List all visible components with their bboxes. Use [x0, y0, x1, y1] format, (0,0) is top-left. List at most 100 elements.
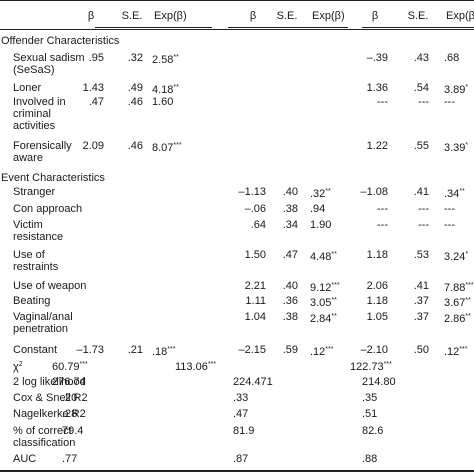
- row-3-exp-1: 1.60: [152, 96, 173, 108]
- header-beta-1: β: [87, 10, 95, 22]
- row-2-se-3: .54: [413, 82, 429, 94]
- row-4-significance-1: ***: [173, 142, 182, 149]
- row-2-exp-value-1: 4.18: [152, 84, 174, 96]
- row-4-exp-3: 3.39*: [444, 140, 468, 154]
- row-8-exp-2: 4.48**: [310, 249, 337, 263]
- row-1-beta-1: .95: [88, 52, 104, 64]
- row-11-beta-3: 1.05: [366, 311, 388, 323]
- cox-snell-3: .35: [362, 392, 378, 404]
- row-9-significance-2: ***: [331, 282, 340, 289]
- row-11-significance-3: **: [465, 313, 471, 320]
- row-7-exp-2: 1.90: [310, 219, 331, 231]
- row-2-exp-3: 3.89*: [444, 82, 468, 96]
- row-5-significance-2: **: [325, 188, 331, 195]
- row-7-beta-2: .64: [250, 219, 266, 231]
- header-exp-2: Exp(β): [312, 10, 345, 22]
- row-11-significance-2: **: [331, 313, 337, 320]
- header-se-2: S.E.: [276, 10, 298, 22]
- row-4-beta-3: 1.22: [366, 140, 388, 152]
- chi-square-label: χ2: [13, 361, 23, 373]
- row-10-exp-value-2: 3.05: [310, 297, 332, 309]
- section-event: Event Characteristics: [1, 172, 105, 184]
- row-12-significance-2: ***: [325, 346, 334, 353]
- row-6-exp-2: .94: [310, 203, 325, 215]
- row-label-1: Sexual sadism (SeSaS): [13, 52, 85, 76]
- nagelkerke-1: .28: [62, 408, 78, 420]
- row-5-beta-3: –1.08: [360, 186, 388, 198]
- row-6-exp-value-3: ---: [444, 203, 455, 215]
- cox-snell-2: .33: [233, 392, 249, 404]
- row-12-exp-2: .12***: [310, 344, 333, 358]
- row-4-exp-value-1: 8.07: [152, 142, 174, 154]
- row-7-beta-3: ---: [377, 219, 388, 231]
- top-rule: [0, 0, 474, 1]
- row-label-5: Stranger: [13, 186, 56, 198]
- model-2-header-underline: [228, 27, 348, 28]
- row-3-beta-1: .47: [88, 96, 104, 108]
- header-se-1: S.E.: [121, 10, 143, 22]
- row-1-significance-1: **: [173, 54, 179, 61]
- row-11-se-2: .38: [282, 311, 298, 323]
- correct-classification-3: 82.6: [362, 425, 384, 437]
- header-se-3: S.E.: [407, 10, 429, 22]
- row-7-exp-value-2: 1.90: [310, 219, 332, 231]
- row-1-exp-1: 2.58**: [152, 52, 179, 66]
- row-10-se-3: .37: [413, 295, 429, 307]
- correct-classification-label: % of correct classification: [13, 425, 76, 449]
- row-5-exp-2: .32**: [310, 186, 331, 200]
- row-label-9: Use of weapon: [13, 280, 87, 292]
- row-5-exp-3: .34**: [444, 186, 465, 200]
- correct-classification-1: 79.4: [62, 425, 84, 437]
- log-likelihood-1: 276.74: [52, 376, 86, 388]
- row-label-6: Con approach: [13, 203, 83, 215]
- header-exp-1: Exp(β): [154, 10, 187, 22]
- row-5-exp-value-2: .32: [310, 188, 326, 200]
- row-12-exp-value-2: .12: [310, 346, 326, 358]
- section-offender: Offender Characteristics: [1, 35, 120, 47]
- row-7-se-3: ---: [418, 219, 429, 231]
- row-6-exp-3: ---: [444, 203, 455, 215]
- row-3-exp-value-3: ---: [444, 96, 455, 108]
- row-label-4: Forensically aware: [13, 140, 72, 164]
- row-8-exp-value-3: 3.24: [444, 251, 466, 263]
- row-12-significance-3: ***: [459, 346, 468, 353]
- row-5-exp-value-3: .34: [444, 188, 460, 200]
- row-8-se-2: .47: [282, 249, 298, 261]
- row-6-beta-3: ---: [377, 203, 388, 215]
- row-3-se-3: ---: [418, 96, 429, 108]
- row-6-se-2: .38: [282, 203, 298, 215]
- row-4-exp-value-3: 3.39: [444, 142, 466, 154]
- row-4-beta-1: 2.09: [82, 140, 104, 152]
- auc-3: .88: [362, 453, 378, 465]
- chi-square-2: 113.06***: [175, 361, 217, 373]
- row-label-7: Victim resistance: [13, 219, 64, 243]
- row-10-beta-2: 1.11: [245, 295, 266, 307]
- row-1-exp-3: .68: [444, 52, 459, 64]
- row-label-3: Involved in criminal activities: [13, 96, 66, 132]
- row-11-exp-value-2: 2.84: [310, 313, 332, 325]
- row-11-se-3: .37: [413, 311, 429, 323]
- row-12-significance-1: ***: [167, 346, 176, 353]
- row-4-significance-3: *: [465, 142, 469, 149]
- header-exp-3: Exp(β): [446, 10, 474, 22]
- row-1-se-3: .43: [413, 52, 429, 64]
- row-4-exp-1: 8.07***: [152, 140, 182, 154]
- row-9-beta-3: 2.06: [366, 280, 388, 292]
- chi-square-3: 122.73***: [350, 361, 392, 373]
- row-2-se-1: .49: [127, 82, 143, 94]
- row-5-beta-2: –1.13: [238, 186, 266, 198]
- row-12-exp-value-1: .18: [152, 346, 168, 358]
- row-8-beta-3: 1.18: [366, 249, 388, 261]
- header-beta-2: β: [249, 10, 257, 22]
- row-4-se-3: .55: [413, 140, 429, 152]
- row-12-beta-2: –2.15: [238, 344, 266, 356]
- nagelkerke-2: .47: [233, 408, 249, 420]
- row-2-exp-1: 4.18**: [152, 82, 179, 96]
- row-5-se-3: .41: [413, 186, 429, 198]
- row-label-8: Use of restraints: [13, 249, 59, 273]
- bottom-rule: [0, 470, 474, 472]
- row-9-se-2: .40: [282, 280, 298, 292]
- row-9-beta-2: 2.21: [244, 280, 266, 292]
- auc-1: .77: [62, 453, 78, 465]
